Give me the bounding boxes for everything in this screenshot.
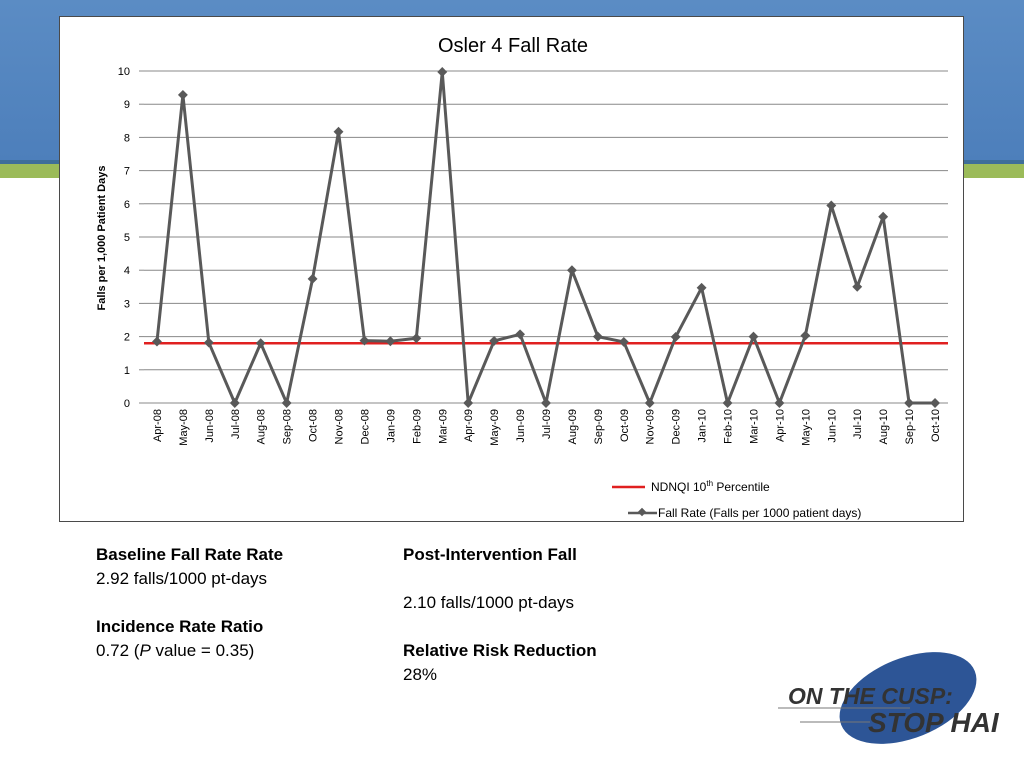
rrr-label: Relative Risk Reduction xyxy=(403,641,597,660)
fall-rate-point xyxy=(930,398,940,408)
irr-value: 0.72 (P value = 0.35) xyxy=(96,641,255,660)
y-tick-label: 10 xyxy=(118,66,130,78)
fall-rate-point xyxy=(463,398,474,408)
y-axis-label: Falls per 1,000 Patient Days xyxy=(96,166,108,311)
x-tick-label: Jul-10 xyxy=(852,409,864,439)
x-tick-label: Sep-10 xyxy=(904,409,916,444)
fall-rate-point xyxy=(904,398,915,408)
fall-rate-point xyxy=(826,200,837,211)
y-tick-labels: 0 1 2 3 4 5 6 7 8 9 10 xyxy=(118,66,130,410)
x-tick-label: Dec-09 xyxy=(671,409,683,444)
baseline-label: Baseline Fall Rate Rate xyxy=(96,545,284,564)
fall-rate-point xyxy=(229,398,240,408)
x-tick-label: Jul-09 xyxy=(541,409,553,439)
x-tick-label: Nov-09 xyxy=(645,409,657,444)
x-tick-label: Nov-08 xyxy=(334,409,346,444)
x-tick-label: Oct-08 xyxy=(308,409,320,442)
fall-rate-point xyxy=(515,329,526,340)
fall-rate-point xyxy=(800,330,811,341)
fall-rate-point xyxy=(152,336,162,347)
fall-rate-point xyxy=(359,335,370,346)
rrr-value: 28% xyxy=(403,665,438,684)
x-tick-label: Aug-10 xyxy=(878,409,890,444)
post-label: Post-Intervention Fall xyxy=(403,545,577,564)
y-tick-label: 6 xyxy=(124,199,130,211)
fall-rate-point xyxy=(618,336,629,347)
x-tick-label: Jan-09 xyxy=(385,409,397,443)
y-tick-label: 9 xyxy=(124,99,130,111)
irr-label: Incidence Rate Ratio xyxy=(96,617,264,636)
post-value: 2.10 falls/1000 pt-days xyxy=(403,593,575,612)
x-tick-label: May-08 xyxy=(178,409,190,446)
fall-rate-point xyxy=(281,398,292,408)
x-tick-label: Jun-08 xyxy=(204,409,216,443)
y-tick-label: 2 xyxy=(124,332,130,344)
gridlines xyxy=(139,70,948,404)
baseline-stats: Baseline Fall Rate Rate 2.92 falls/1000 … xyxy=(96,543,316,663)
logo-line1: ON THE CUSP: xyxy=(788,683,953,709)
fall-rate-point xyxy=(203,337,214,348)
fall-rate-point xyxy=(878,211,889,222)
fall-rate-point xyxy=(255,338,266,349)
x-tick-label: Oct-10 xyxy=(930,409,942,442)
x-tick-label: Jun-10 xyxy=(826,409,838,443)
legend-fall-rate-label: Fall Rate (Falls per 1000 patient days) xyxy=(658,506,861,520)
x-tick-label: Mar-09 xyxy=(437,409,449,444)
chart-frame: Osler 4 Fall Rate Falls per 1,000 Patien… xyxy=(59,16,964,522)
y-tick-label: 0 xyxy=(124,398,130,410)
legend-fall-rate-marker xyxy=(637,507,647,517)
fall-rate-point xyxy=(566,265,577,276)
fall-rate-point xyxy=(644,398,655,408)
fall-rate-point xyxy=(670,331,681,342)
x-tick-label: Dec-08 xyxy=(359,409,371,444)
fall-rate-point xyxy=(437,67,448,77)
fall-rate-point xyxy=(748,331,759,342)
x-tick-label: May-10 xyxy=(800,409,812,446)
fall-rate-point xyxy=(696,282,707,293)
fall-rate-point xyxy=(177,89,188,100)
x-tick-labels: Apr-08 May-08 Jun-08 Jul-08 Aug-08 Sep-08 Oct-… xyxy=(152,409,942,446)
fall-rate-chart: Osler 4 Fall Rate Falls per 1,000 Patien… xyxy=(96,35,948,520)
fall-rate-point xyxy=(489,335,500,346)
x-tick-label: Mar-10 xyxy=(748,409,760,444)
logo-line2: STOP HAI xyxy=(868,707,1000,738)
y-tick-label: 7 xyxy=(124,166,130,178)
y-tick-label: 8 xyxy=(124,132,130,144)
y-tick-label: 3 xyxy=(124,298,130,310)
x-tick-label: Apr-08 xyxy=(152,409,164,442)
baseline-value: 2.92 falls/1000 pt-days xyxy=(96,569,268,588)
on-the-cusp-logo: ON THE CUSP: STOP HAI xyxy=(778,652,1000,744)
y-tick-label: 1 xyxy=(124,365,130,377)
x-tick-label: Jun-09 xyxy=(515,409,527,443)
post-intervention-stats: Post-Intervention Fall 2.10 falls/1000 p… xyxy=(403,543,663,687)
fall-rate-point xyxy=(541,398,551,408)
x-tick-label: Sep-09 xyxy=(593,409,605,444)
chart-title: Osler 4 Fall Rate xyxy=(438,35,588,57)
fall-rate-point xyxy=(852,281,863,292)
fall-rate-point xyxy=(411,333,422,344)
x-tick-label: Oct-09 xyxy=(619,409,631,442)
x-tick-label: Apr-09 xyxy=(463,409,475,442)
y-tick-label: 4 xyxy=(124,265,130,277)
fall-rate-point xyxy=(774,398,785,408)
legend: NDNQI 10th Percentile Fall Rate (Falls p… xyxy=(612,479,861,520)
y-tick-label: 5 xyxy=(124,232,130,244)
x-tick-label: Feb-09 xyxy=(411,409,423,444)
x-tick-label: Aug-08 xyxy=(256,409,268,444)
x-tick-label: May-09 xyxy=(489,409,501,446)
fall-rate-point xyxy=(722,398,733,408)
x-tick-label: Sep-08 xyxy=(282,409,294,444)
series-layer xyxy=(152,67,940,408)
fall-rate-point xyxy=(592,331,603,342)
legend-ndnqi-label: NDNQI 10th Percentile xyxy=(651,479,770,494)
x-tick-label: Feb-10 xyxy=(723,409,735,444)
fall-rate-point xyxy=(385,336,396,347)
x-tick-label: Apr-10 xyxy=(774,409,786,442)
x-tick-label: Jan-10 xyxy=(697,409,709,443)
x-tick-label: Aug-09 xyxy=(567,409,579,444)
x-tick-label: Jul-08 xyxy=(230,409,242,439)
logo-oval xyxy=(839,652,977,744)
fall-rate-point xyxy=(333,126,344,137)
fall-rate-point xyxy=(307,273,318,284)
